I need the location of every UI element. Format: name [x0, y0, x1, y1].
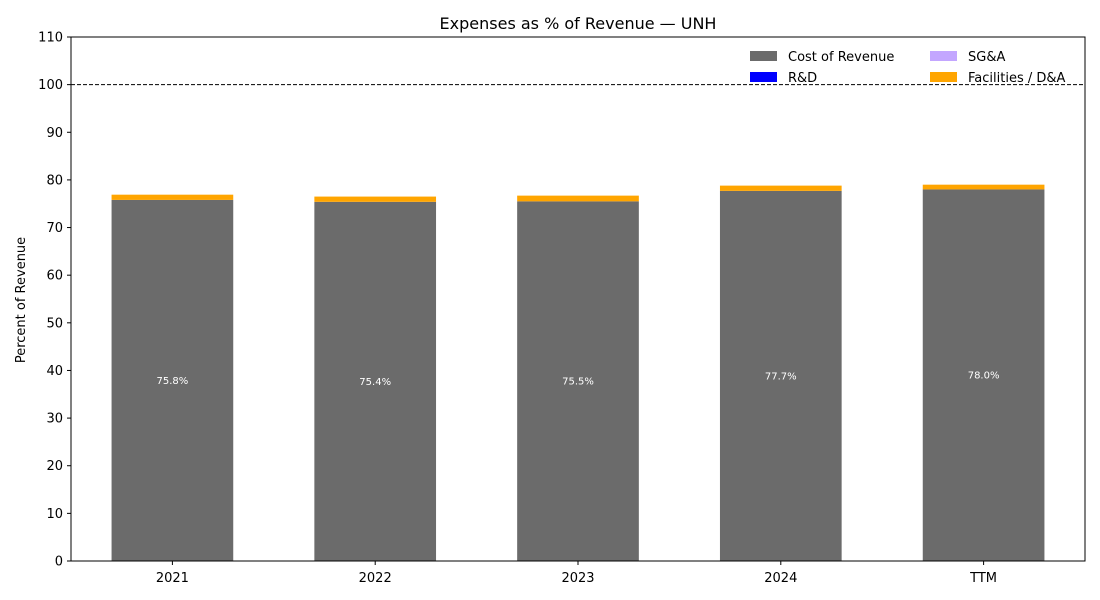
- bar-segment: [922, 184, 1045, 190]
- y-axis-label: Percent of Revenue: [14, 237, 29, 363]
- x-tick-label: 2023: [561, 571, 594, 586]
- y-axis: 0 10 20 30 40 50 60 70 80 90 100 110: [38, 31, 71, 570]
- legend-swatch: [750, 72, 777, 82]
- y-tick-label: 110: [38, 31, 63, 46]
- y-tick-label: 90: [46, 126, 63, 141]
- x-tick-label: 2021: [156, 571, 189, 586]
- legend: Cost of Revenue R&D SG&A Facilities / D&A: [750, 50, 1066, 86]
- plot-frame: [70, 36, 1086, 562]
- bar-segment: [314, 196, 437, 202]
- bar-segment: [111, 199, 234, 561]
- data-label-group: 75.8% 75.4% 75.5% 77.7% 78.0%: [157, 371, 1000, 388]
- bar-segment: [111, 194, 234, 200]
- y-tick-label: 70: [46, 221, 63, 236]
- legend-swatch: [930, 72, 957, 82]
- bar-data-label: 75.5%: [562, 377, 594, 388]
- bar-data-label: 77.7%: [765, 371, 797, 382]
- legend-label: Cost of Revenue: [788, 50, 894, 65]
- bar-data-label: 75.8%: [157, 376, 189, 387]
- x-axis: 2021 2022 2023 2024 TTM: [156, 561, 997, 586]
- y-tick-label: 50: [46, 316, 63, 331]
- y-tick-label: 0: [55, 555, 63, 570]
- y-tick-label: 60: [46, 269, 63, 284]
- y-tick-label: 10: [46, 507, 63, 522]
- y-tick-label: 100: [38, 78, 63, 93]
- legend-label: R&D: [788, 71, 817, 86]
- legend-label: SG&A: [968, 50, 1005, 65]
- bar-segment: [719, 190, 842, 561]
- x-tick-label: 2022: [359, 571, 392, 586]
- y-tick-label: 40: [46, 364, 63, 379]
- bar-data-label: 75.4%: [359, 377, 391, 388]
- legend-label: Facilities / D&A: [968, 71, 1066, 86]
- y-tick-label: 30: [46, 412, 63, 427]
- bar-segment: [517, 201, 639, 561]
- y-tick-label: 80: [46, 173, 63, 188]
- legend-swatch: [930, 51, 957, 61]
- bar-segment: [922, 189, 1045, 561]
- bar-data-label: 78.0%: [968, 371, 1000, 382]
- legend-swatch: [750, 51, 777, 61]
- x-tick-label: 2024: [764, 571, 797, 586]
- x-tick-label: TTM: [969, 571, 997, 586]
- y-tick-label: 20: [46, 459, 63, 474]
- bar-segment: [517, 195, 639, 202]
- bar-segment: [719, 185, 842, 191]
- bar-segment: [314, 201, 437, 561]
- chart-title: Expenses as % of Revenue — UNH: [440, 14, 717, 33]
- bar-group: [111, 184, 1045, 561]
